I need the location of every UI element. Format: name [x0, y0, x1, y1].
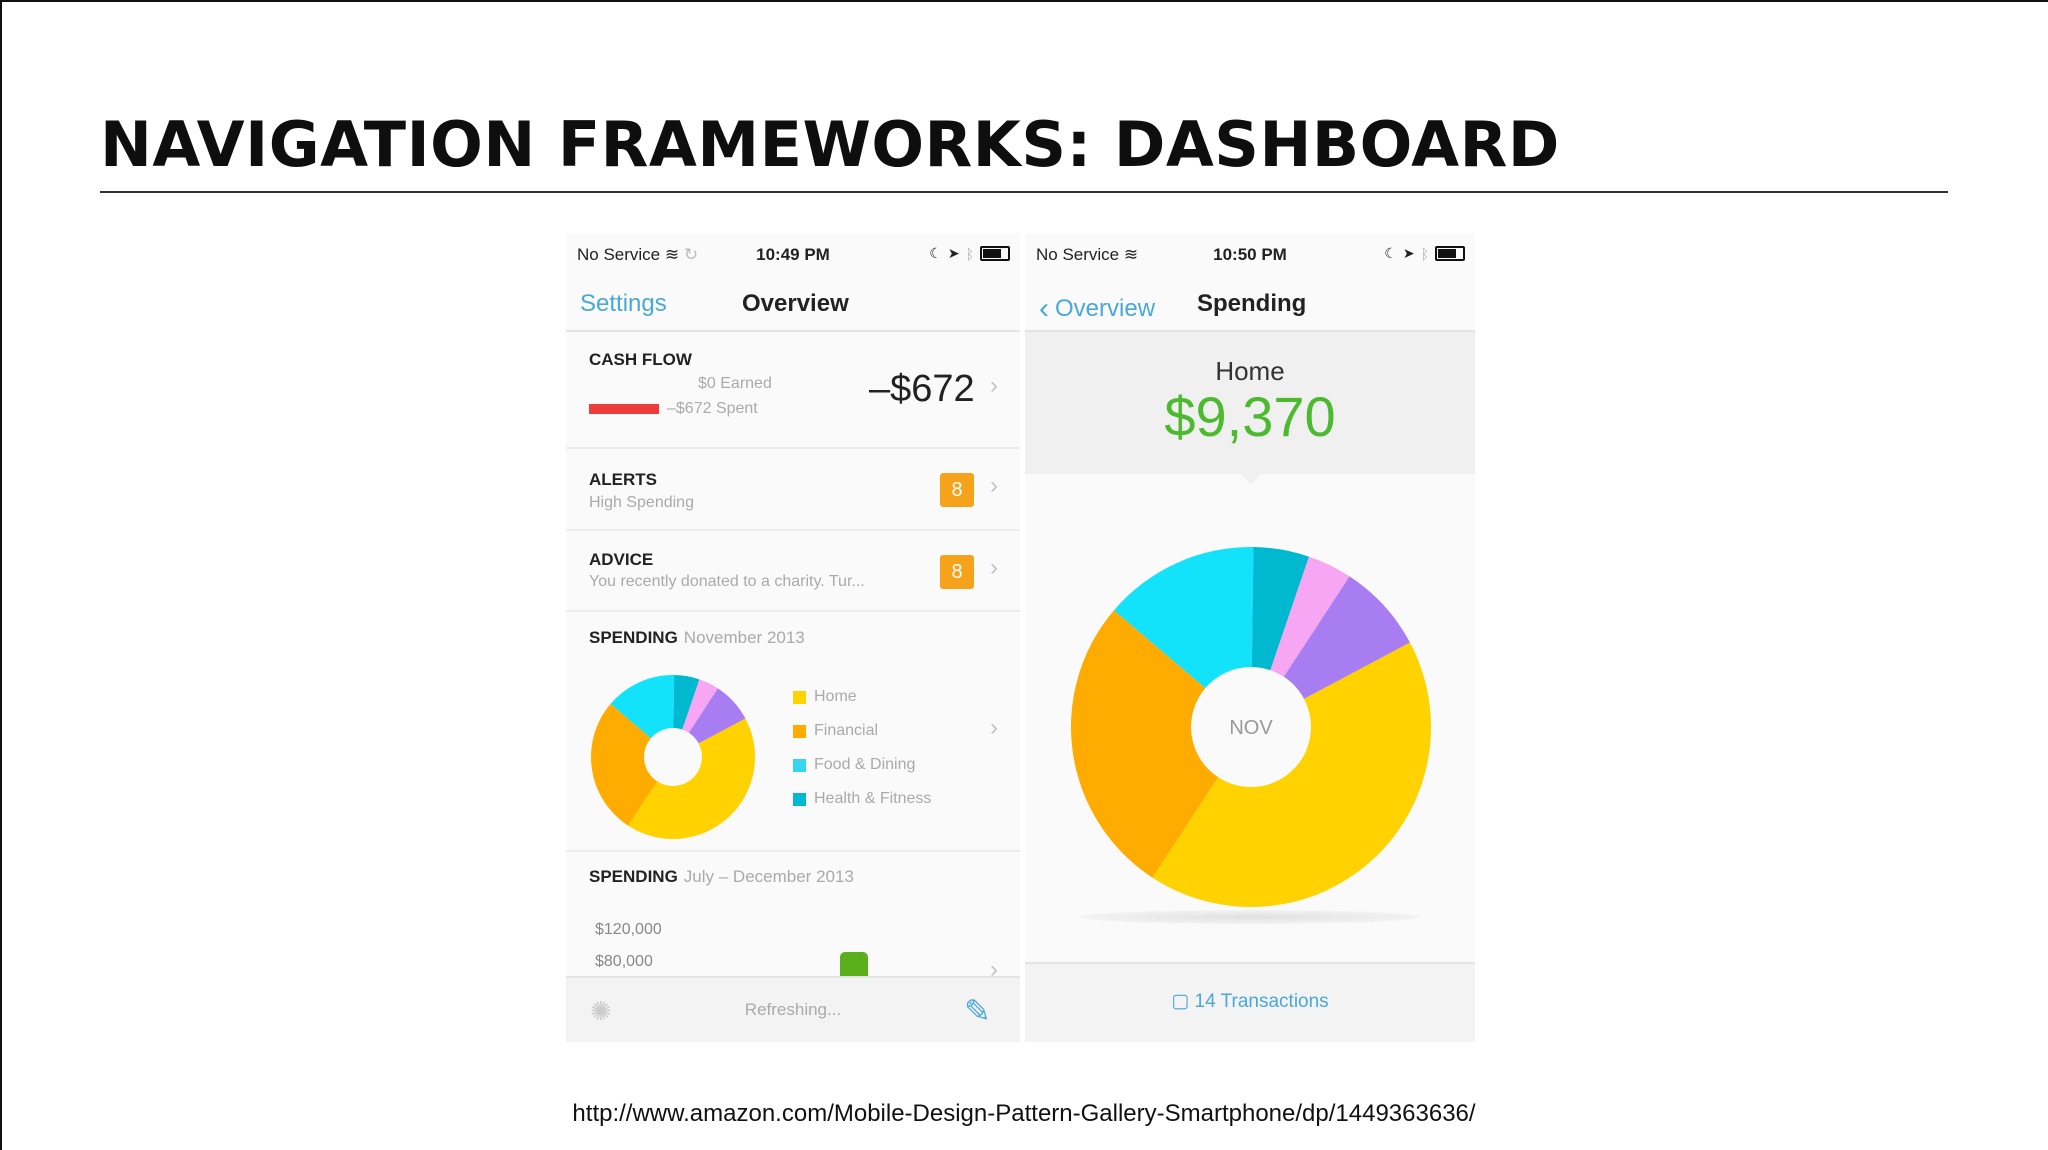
wifi-icon: ≋	[664, 245, 680, 264]
spent-amount: –$672 Spent	[667, 400, 758, 417]
frame-left-border	[0, 0, 2, 1150]
status-time: 10:49 PM	[756, 245, 830, 264]
legend-label: Food & Dining	[814, 756, 916, 773]
overview-back-button[interactable]: ‹ Overview	[1039, 292, 1156, 325]
pie-slice-other-pink-[interactable]	[682, 679, 718, 733]
pie-slice-financial[interactable]	[1071, 610, 1219, 878]
bluetooth-icon: ᛒ	[1420, 245, 1429, 262]
nav-bar: Settings Overview	[566, 274, 1020, 332]
legend-item: Financial	[793, 722, 878, 740]
bluetooth-icon: ᛒ	[965, 245, 974, 262]
divider	[566, 447, 1020, 449]
pie-slice-health-fitness[interactable]	[673, 675, 700, 730]
status-bar: No Service ≋ 10:50 PM ☾ ➤ ᛒ	[1025, 234, 1475, 274]
spent-bar	[589, 404, 659, 414]
source-link[interactable]: http://www.amazon.com/Mobile-Design-Patt…	[572, 1100, 1476, 1127]
spending-range-period: July – December 2013	[683, 867, 854, 886]
cash-flow-total: –$672	[869, 368, 975, 410]
sync-icon: ↻	[683, 245, 699, 264]
refresh-status: Refreshing...	[744, 1000, 842, 1019]
advice-count-badge: 8	[940, 555, 974, 589]
overview-screen: No Service ≋ ↻ 10:49 PM ☾ ➤ ᛒ Settings Ove…	[566, 234, 1020, 1042]
category-name: Home	[1215, 356, 1285, 386]
legend-label: Health & Fitness	[814, 790, 932, 807]
wifi-icon: ≋	[1123, 245, 1139, 264]
chevron-right-icon: ›	[990, 472, 998, 499]
category-summary: Home $9,370	[1025, 332, 1475, 474]
pie-slice-home[interactable]	[628, 718, 755, 839]
title-divider	[100, 191, 1948, 193]
status-bar: No Service ≋ ↻ 10:49 PM ☾ ➤ ᛒ	[566, 234, 1020, 274]
compose-icon[interactable]: ✎	[964, 993, 991, 1029]
moon-icon: ☾	[929, 245, 942, 261]
pie-slice-food-dining[interactable]	[610, 675, 675, 739]
page-title: Overview	[742, 290, 849, 317]
legend-item: Home	[793, 688, 857, 706]
pie-slice-home[interactable]	[1152, 642, 1431, 907]
pie-slice-other-purple-[interactable]	[688, 688, 746, 744]
bottom-toolbar: ▢ 14 Transactions	[1025, 962, 1475, 1042]
axis-label-120k: $120,000	[595, 921, 662, 938]
legend-swatch	[793, 792, 806, 806]
advice-label: ADVICE	[589, 550, 654, 569]
location-arrow-icon: ➤	[1402, 245, 1415, 261]
chevron-right-icon: ›	[990, 714, 998, 741]
status-time: 10:50 PM	[1213, 245, 1287, 264]
alerts-count-badge: 8	[940, 473, 974, 507]
bottom-toolbar: ✺ Refreshing... ✎	[566, 976, 1020, 1042]
battery-icon	[1435, 246, 1465, 261]
carrier-label: No Service ≋	[1036, 245, 1139, 264]
spending-screen: No Service ≋ 10:50 PM ☾ ➤ ᛒ ‹ Overview Spen…	[1025, 234, 1475, 1042]
slide-title: NAVIGATION FRAMEWORKS: DASHBOARD	[100, 108, 1560, 181]
spending-label: SPENDING November 2013	[589, 628, 805, 647]
alerts-label: ALERTS	[589, 470, 657, 489]
battery-icon	[980, 246, 1010, 261]
frame-top-border	[0, 0, 2048, 2]
alerts-subtitle: High Spending	[589, 494, 694, 511]
donut-center-label: NOV	[1229, 717, 1273, 739]
chevron-right-icon: ›	[990, 554, 998, 581]
spending-donut-chart: NOV	[1071, 547, 1431, 907]
legend-label: Home	[814, 688, 857, 705]
divider	[566, 850, 1020, 852]
cash-flow-label: CASH FLOW	[589, 350, 692, 369]
loading-spinner-icon: ✺	[590, 996, 612, 1026]
legend-item: Health & Fitness	[793, 790, 931, 808]
chart-shadow	[1080, 910, 1420, 924]
chevron-left-icon: ‹	[1039, 292, 1049, 325]
pie-slice-other-pink-[interactable]	[1270, 556, 1350, 677]
pie-slice-financial[interactable]	[591, 703, 658, 826]
legend-item: Food & Dining	[793, 756, 915, 774]
chevron-right-icon: ›	[990, 956, 998, 983]
transactions-link[interactable]: ▢ 14 Transactions	[1171, 991, 1329, 1012]
settings-back-button[interactable]: Settings	[580, 290, 667, 317]
document-icon: ▢	[1171, 991, 1190, 1012]
nav-bar: ‹ Overview Spending	[1025, 274, 1475, 332]
advice-subtitle: You recently donated to a charity. Tur..…	[589, 573, 865, 590]
pie-slice-food-dining[interactable]	[1113, 547, 1254, 689]
legend-swatch	[793, 690, 806, 704]
divider	[566, 529, 1020, 531]
pie-slice-health-fitness[interactable]	[1251, 547, 1310, 671]
pointer-arrow	[1241, 474, 1261, 484]
carrier-label: No Service ≋ ↻	[577, 245, 699, 264]
mini-spending-donut	[591, 675, 755, 839]
spending-period: November 2013	[683, 628, 805, 647]
divider	[566, 610, 1020, 612]
legend-swatch	[793, 724, 806, 738]
moon-icon: ☾	[1384, 245, 1397, 261]
axis-label-80k: $80,000	[595, 953, 653, 970]
chevron-right-icon: ›	[990, 372, 998, 399]
legend-label: Financial	[814, 722, 879, 739]
earned-amount: $0 Earned	[698, 375, 772, 392]
legend-swatch	[793, 758, 806, 772]
page-title: Spending	[1197, 290, 1307, 317]
location-arrow-icon: ➤	[947, 245, 960, 261]
category-amount: $9,370	[1164, 385, 1336, 448]
pie-slice-other-purple-[interactable]	[1283, 576, 1410, 699]
spending-range-label: SPENDING July – December 2013	[589, 867, 854, 886]
